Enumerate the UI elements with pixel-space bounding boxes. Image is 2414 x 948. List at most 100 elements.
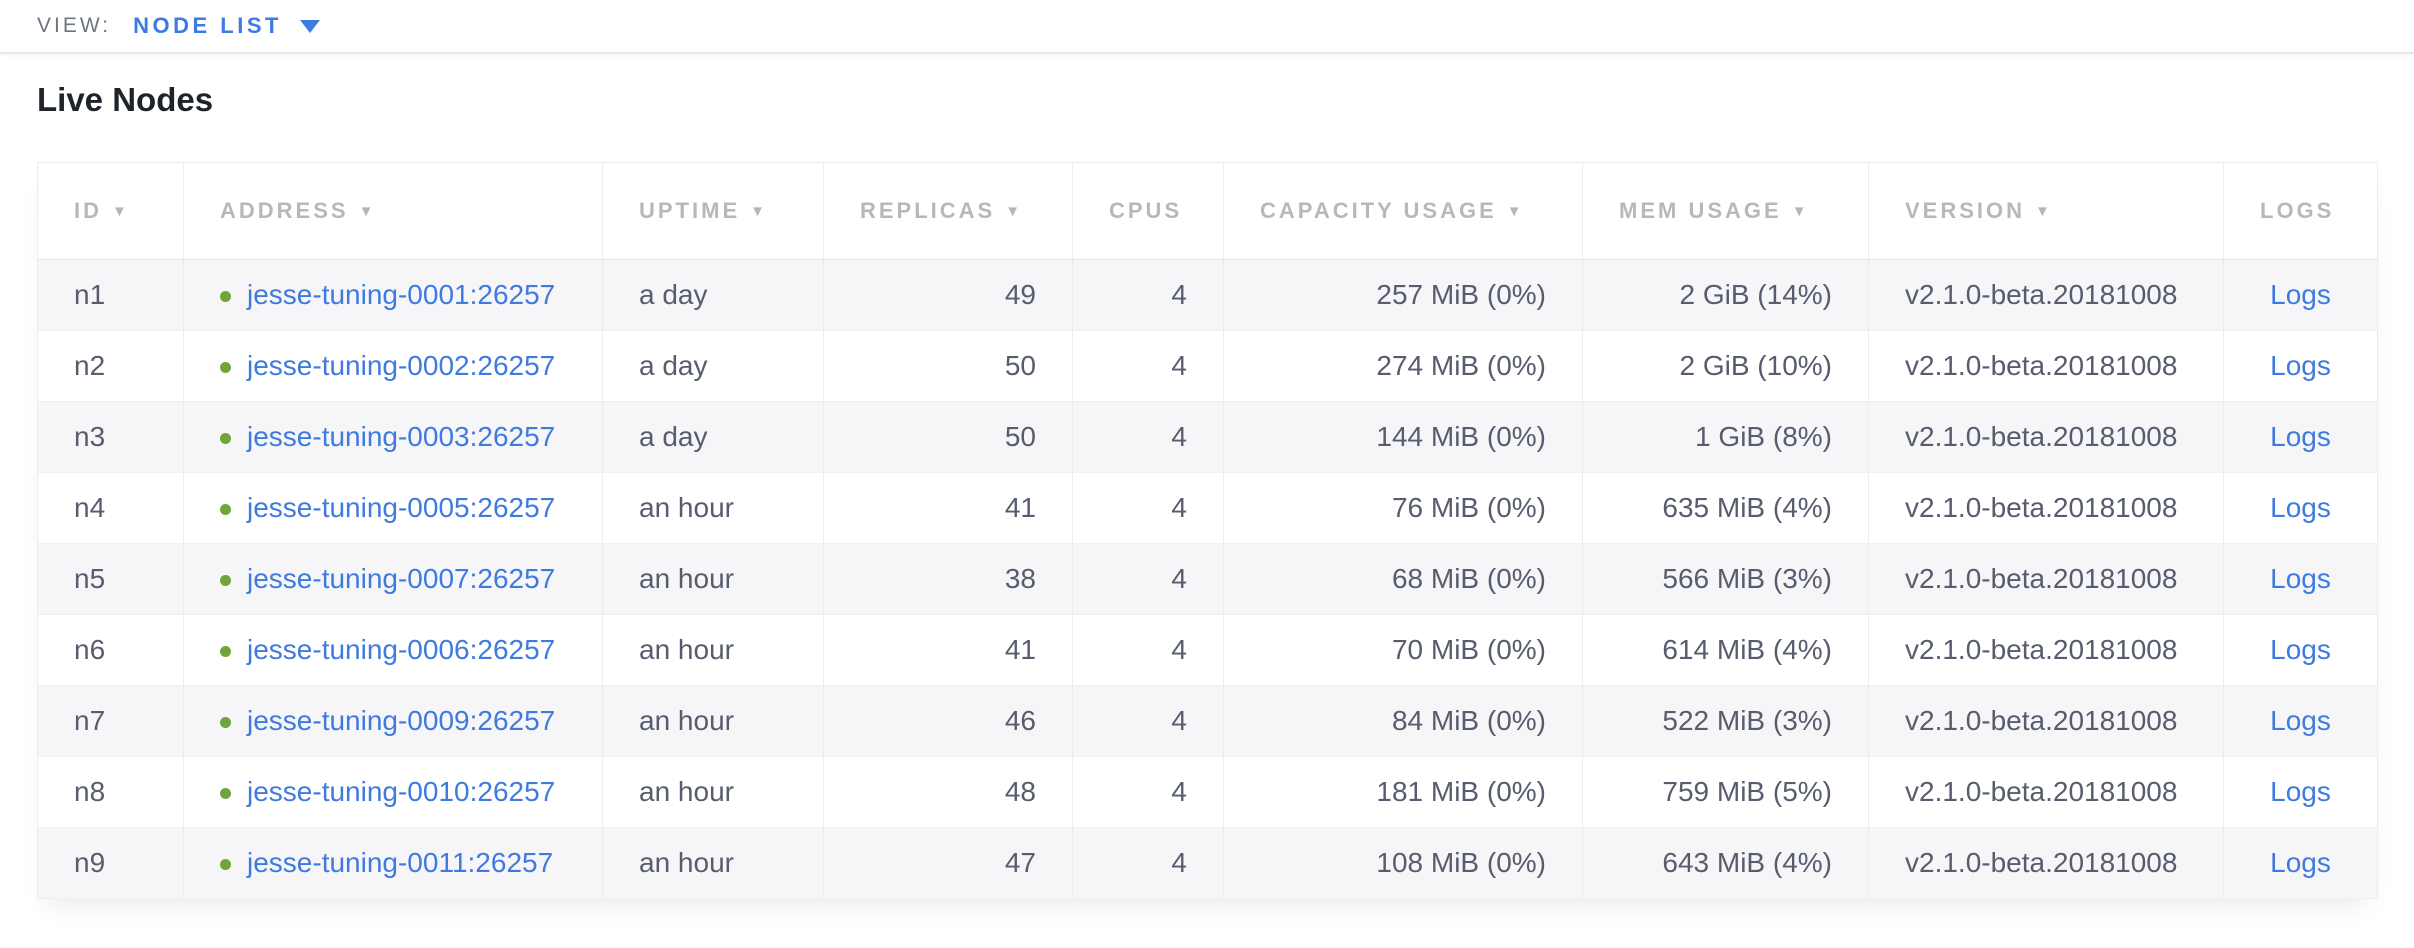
- cell-uptime: an hour: [602, 543, 824, 615]
- cell-capacity: 144 MiB (0%): [1223, 401, 1583, 473]
- node-row-n2: n2 jesse-tuning-0002:26257 a day 50 4 274 MiB…: [37, 330, 2378, 402]
- cell-mem: 759 MiB (5%): [1582, 756, 1869, 828]
- column-header-capacity[interactable]: CAPACITY USAGE ▼: [1223, 162, 1583, 260]
- logs-link[interactable]: Logs: [2270, 776, 2331, 807]
- cell-logs: Logs: [2223, 401, 2378, 473]
- cell-uptime: an hour: [602, 472, 824, 544]
- column-header-mem[interactable]: MEM USAGE ▼: [1582, 162, 1869, 260]
- column-header-label: REPLICAS: [860, 198, 996, 223]
- node-live-status-icon: [220, 362, 231, 373]
- cell-address: jesse-tuning-0011:26257: [183, 827, 603, 899]
- table-header-row: ID ▼ ADDRESS ▼ UPTIME ▼ REPLICAS ▼ CPUS CAPACITY …: [37, 162, 2378, 260]
- node-address-link[interactable]: jesse-tuning-0011:26257: [247, 847, 554, 878]
- cell-cpus: 4: [1072, 756, 1224, 828]
- cell-mem: 566 MiB (3%): [1582, 543, 1869, 615]
- node-address-link[interactable]: jesse-tuning-0009:26257: [247, 705, 556, 736]
- node-address-link[interactable]: jesse-tuning-0007:26257: [247, 563, 556, 594]
- logs-link[interactable]: Logs: [2270, 350, 2331, 381]
- cell-version: v2.1.0-beta.20181008: [1868, 259, 2224, 331]
- node-live-status-icon: [220, 433, 231, 444]
- node-row-n5: n5 jesse-tuning-0007:26257 an hour 38 4 68 Mi…: [37, 543, 2378, 615]
- column-header-uptime[interactable]: UPTIME ▼: [602, 162, 824, 260]
- node-address-link[interactable]: jesse-tuning-0006:26257: [247, 634, 556, 665]
- cell-replicas: 41: [823, 472, 1073, 544]
- cell-id: n8: [37, 756, 184, 828]
- cell-logs: Logs: [2223, 472, 2378, 544]
- cell-uptime: an hour: [602, 685, 824, 757]
- sort-arrow-icon: ▼: [2035, 203, 2053, 220]
- cell-address: jesse-tuning-0010:26257: [183, 756, 603, 828]
- cell-id: n5: [37, 543, 184, 615]
- live-nodes-table: ID ▼ ADDRESS ▼ UPTIME ▼ REPLICAS ▼ CPUS CAPACITY …: [37, 162, 2378, 899]
- cell-id: n1: [37, 259, 184, 331]
- node-row-n9: n9 jesse-tuning-0011:26257 an hour 47 4 108 M…: [37, 827, 2378, 899]
- cell-id: n3: [37, 401, 184, 473]
- node-address-link[interactable]: jesse-tuning-0002:26257: [247, 350, 556, 381]
- cell-cpus: 4: [1072, 614, 1224, 686]
- cell-replicas: 50: [823, 401, 1073, 473]
- column-header-label: CPUS: [1109, 198, 1183, 223]
- cell-id: n9: [37, 827, 184, 899]
- cell-mem: 614 MiB (4%): [1582, 614, 1869, 686]
- cell-logs: Logs: [2223, 330, 2378, 402]
- cell-capacity: 257 MiB (0%): [1223, 259, 1583, 331]
- cell-address: jesse-tuning-0002:26257: [183, 330, 603, 402]
- logs-link[interactable]: Logs: [2270, 634, 2331, 665]
- cell-address: jesse-tuning-0009:26257: [183, 685, 603, 757]
- cell-cpus: 4: [1072, 827, 1224, 899]
- cell-logs: Logs: [2223, 543, 2378, 615]
- cell-version: v2.1.0-beta.20181008: [1868, 827, 2224, 899]
- live-nodes-table-container: ID ▼ ADDRESS ▼ UPTIME ▼ REPLICAS ▼ CPUS CAPACITY …: [37, 162, 2378, 899]
- cell-version: v2.1.0-beta.20181008: [1868, 330, 2224, 402]
- logs-link[interactable]: Logs: [2270, 847, 2331, 878]
- node-live-status-icon: [220, 859, 231, 870]
- cell-cpus: 4: [1072, 543, 1224, 615]
- cell-version: v2.1.0-beta.20181008: [1868, 685, 2224, 757]
- column-header-replicas[interactable]: REPLICAS ▼: [823, 162, 1073, 260]
- cell-version: v2.1.0-beta.20181008: [1868, 543, 2224, 615]
- cell-cpus: 4: [1072, 401, 1224, 473]
- node-address-link[interactable]: jesse-tuning-0010:26257: [247, 776, 556, 807]
- view-dropdown-value: NODE LIST: [133, 13, 282, 38]
- cell-version: v2.1.0-beta.20181008: [1868, 472, 2224, 544]
- cell-cpus: 4: [1072, 259, 1224, 331]
- view-selector-bar: VIEW: NODE LIST: [0, 0, 2414, 54]
- node-row-n6: n6 jesse-tuning-0006:26257 an hour 41 4 70 Mi…: [37, 614, 2378, 686]
- cell-mem: 522 MiB (3%): [1582, 685, 1869, 757]
- cell-capacity: 68 MiB (0%): [1223, 543, 1583, 615]
- cell-cpus: 4: [1072, 685, 1224, 757]
- logs-link[interactable]: Logs: [2270, 705, 2331, 736]
- node-address-link[interactable]: jesse-tuning-0003:26257: [247, 421, 556, 452]
- column-header-address[interactable]: ADDRESS ▼: [183, 162, 603, 260]
- cell-address: jesse-tuning-0005:26257: [183, 472, 603, 544]
- cell-capacity: 108 MiB (0%): [1223, 827, 1583, 899]
- node-row-n3: n3 jesse-tuning-0003:26257 a day 50 4 144 MiB…: [37, 401, 2378, 473]
- node-address-link[interactable]: jesse-tuning-0005:26257: [247, 492, 556, 523]
- sort-arrow-icon: ▼: [1506, 203, 1525, 220]
- cell-address: jesse-tuning-0006:26257: [183, 614, 603, 686]
- logs-link[interactable]: Logs: [2270, 421, 2331, 452]
- logs-link[interactable]: Logs: [2270, 563, 2331, 594]
- cell-id: n6: [37, 614, 184, 686]
- cell-address: jesse-tuning-0007:26257: [183, 543, 603, 615]
- logs-link[interactable]: Logs: [2270, 492, 2331, 523]
- column-header-id[interactable]: ID ▼: [37, 162, 184, 260]
- cell-capacity: 84 MiB (0%): [1223, 685, 1583, 757]
- sort-arrow-icon: ▼: [1005, 203, 1024, 220]
- cell-uptime: a day: [602, 259, 824, 331]
- cell-logs: Logs: [2223, 756, 2378, 828]
- cell-replicas: 46: [823, 685, 1073, 757]
- node-address-link[interactable]: jesse-tuning-0001:26257: [247, 279, 556, 310]
- column-header-cpus: CPUS: [1072, 162, 1224, 260]
- cell-uptime: a day: [602, 401, 824, 473]
- cell-capacity: 76 MiB (0%): [1223, 472, 1583, 544]
- logs-link[interactable]: Logs: [2270, 279, 2331, 310]
- cell-capacity: 181 MiB (0%): [1223, 756, 1583, 828]
- cell-logs: Logs: [2223, 259, 2378, 331]
- view-dropdown[interactable]: NODE LIST: [133, 13, 320, 39]
- cell-version: v2.1.0-beta.20181008: [1868, 614, 2224, 686]
- table-body: n1 jesse-tuning-0001:26257 a day 49 4 257 MiB…: [37, 259, 2378, 899]
- node-row-n1: n1 jesse-tuning-0001:26257 a day 49 4 257 MiB…: [37, 259, 2378, 331]
- cell-uptime: an hour: [602, 756, 824, 828]
- column-header-version[interactable]: VERSION ▼: [1868, 162, 2224, 260]
